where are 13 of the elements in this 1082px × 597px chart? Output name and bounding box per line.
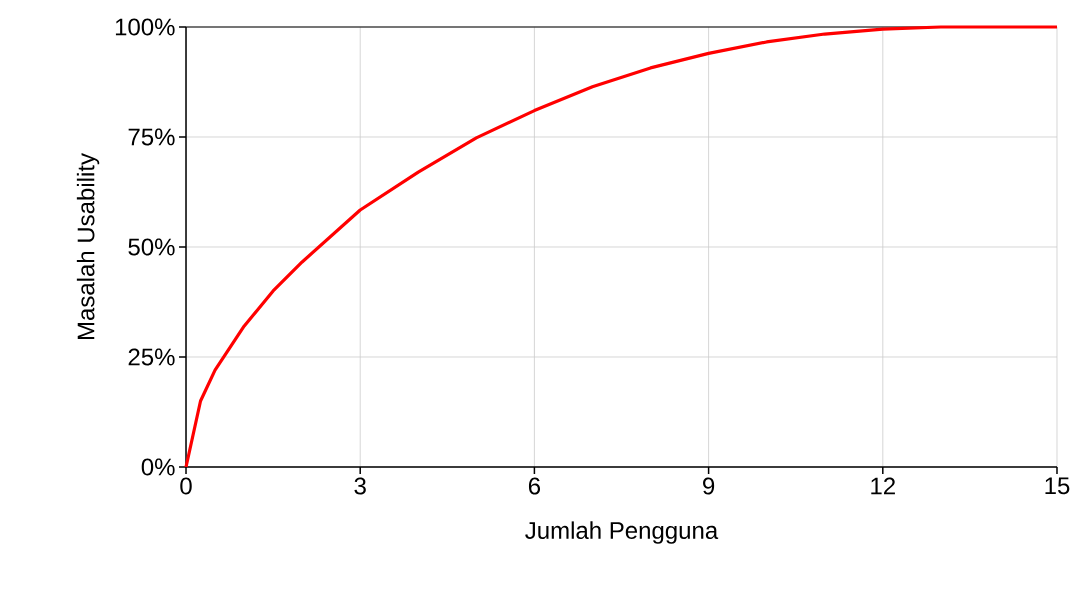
x-tick-label: 3 — [354, 477, 366, 495]
x-tick-label: 12 — [871, 477, 895, 495]
x-tick-label: 15 — [1045, 477, 1070, 495]
y-tick-label: 50% — [128, 238, 175, 256]
y-tick-label: 25% — [128, 348, 175, 366]
y-tick-label: 0% — [141, 458, 175, 476]
x-axis-title: Jumlah Pengguna — [525, 521, 719, 544]
x-tick-label: 9 — [703, 477, 715, 495]
y-axis-title: Masalah Usability — [76, 153, 100, 340]
x-tick-label: 0 — [180, 477, 192, 495]
x-tick-label: 6 — [528, 477, 541, 495]
y-tick-label: 75% — [128, 128, 175, 146]
y-tick-label: 100% — [115, 18, 175, 36]
